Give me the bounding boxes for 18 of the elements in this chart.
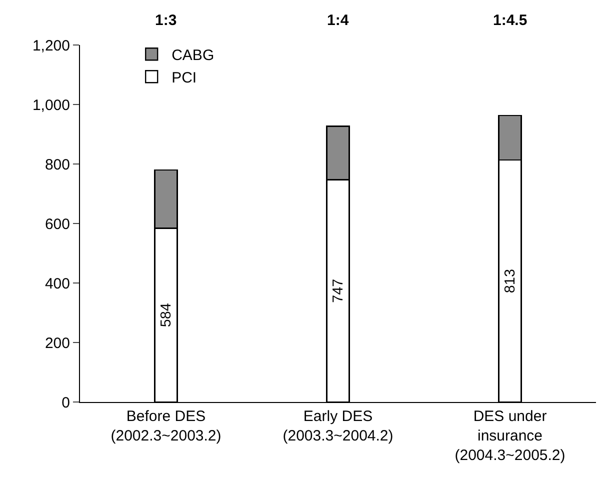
legend-label: CABG xyxy=(172,46,214,64)
y-tick-label: 800 xyxy=(44,156,70,174)
y-tick-label: 1,000 xyxy=(32,96,70,114)
legend-label: PCI xyxy=(172,69,197,86)
y-tick-label: 400 xyxy=(44,275,70,292)
y-tick-label: 0 xyxy=(62,394,70,412)
y-tick-label: 200 xyxy=(44,334,70,352)
y-tick-label: 1,200 xyxy=(32,37,70,54)
data-label: 584 xyxy=(158,303,174,328)
y-tick-label: 600 xyxy=(44,216,70,233)
x-tick-label: Early DES (2003.3~2004.2) xyxy=(282,408,394,444)
text: 1:4.5 xyxy=(493,12,528,29)
text: 1:3 xyxy=(155,12,177,29)
text: 1:4 xyxy=(327,12,350,29)
x-tick-label: DES under insurance (2004.3~2005.2) xyxy=(454,408,566,464)
data-label: 813 xyxy=(502,269,518,294)
data-label: 747 xyxy=(330,278,346,303)
x-tick-label: Before DES (2002.3~2003.2) xyxy=(110,408,222,444)
